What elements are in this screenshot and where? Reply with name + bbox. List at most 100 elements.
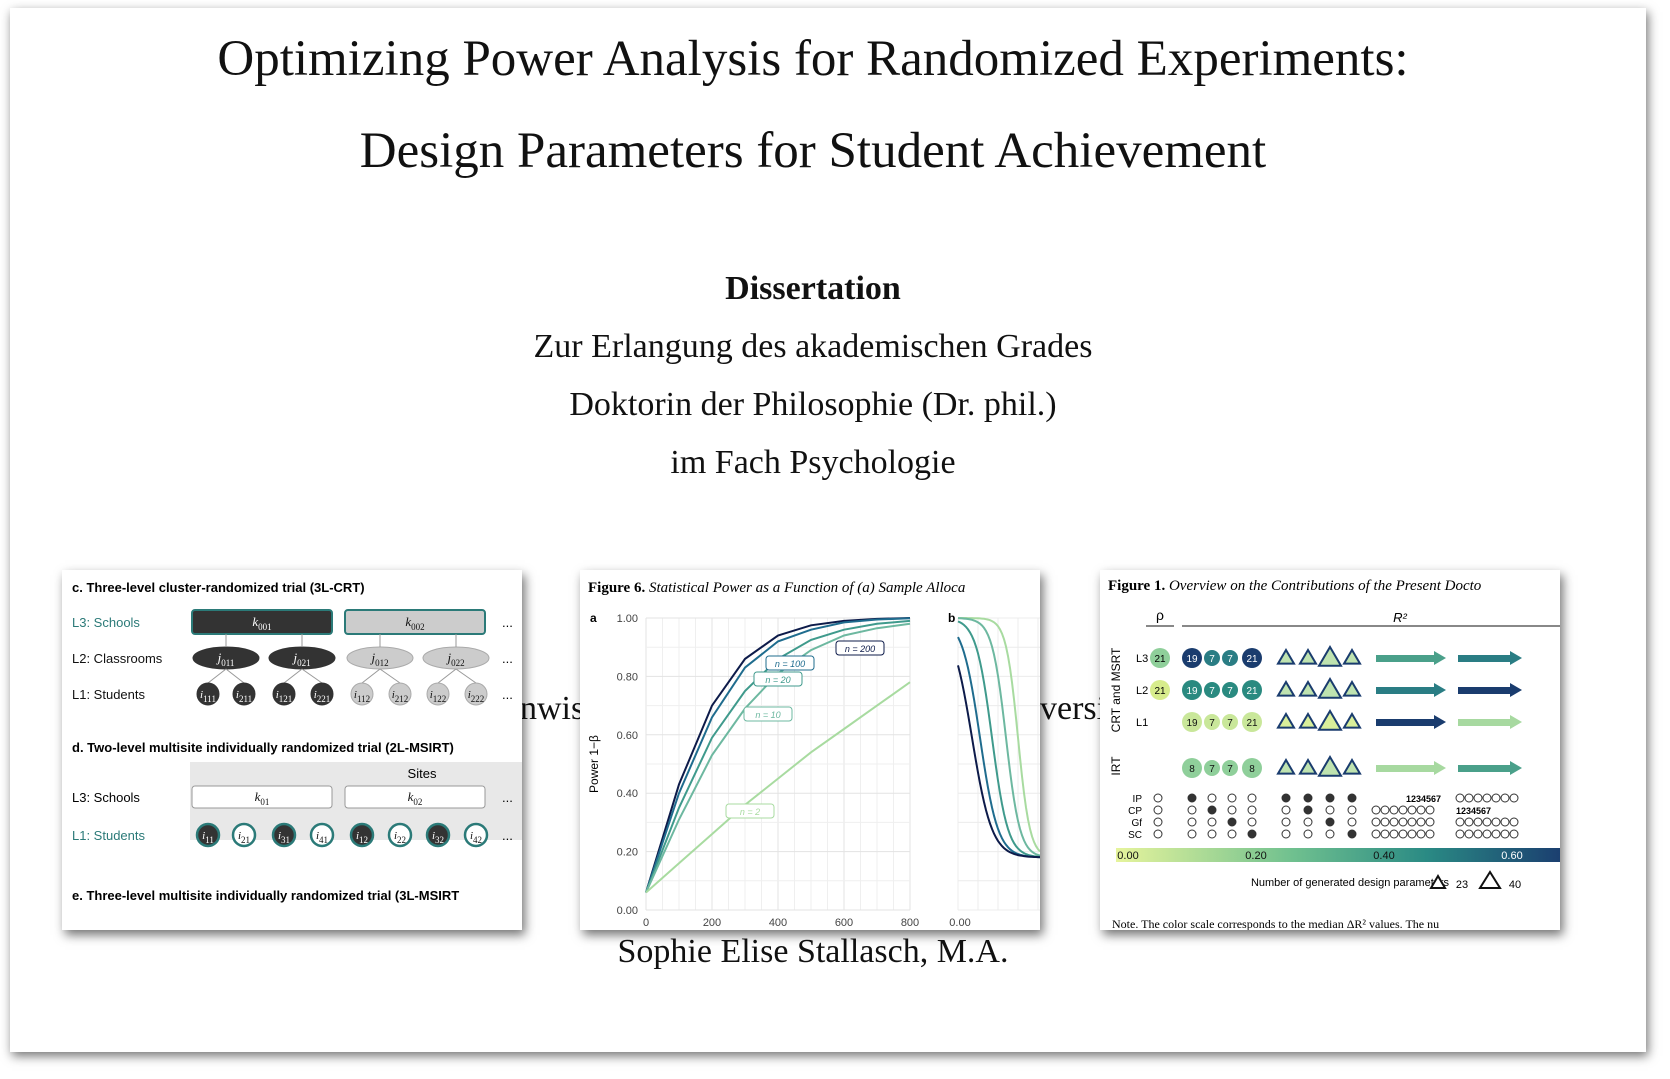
x-tick-label: 400 <box>769 917 787 929</box>
dot <box>1187 793 1197 803</box>
dot <box>1207 817 1217 827</box>
r2-bubble <box>1222 760 1238 776</box>
rho-value: 21 <box>1154 654 1166 665</box>
school-node <box>191 785 333 809</box>
node-letter: i <box>314 689 317 701</box>
r2-value: 7 <box>1209 764 1215 775</box>
dot <box>1425 817 1435 827</box>
student-node <box>195 822 221 848</box>
r2-bubble <box>1204 714 1220 730</box>
r2-value: 8 <box>1249 764 1255 775</box>
curve-label: n = 10 <box>755 710 780 720</box>
overview-figure: Figure 1. Overview on the Contributions … <box>1108 578 1560 930</box>
dot <box>1491 829 1501 839</box>
dot <box>1473 829 1483 839</box>
dot <box>1347 805 1357 815</box>
connector <box>361 668 381 684</box>
title-line-1: Optimizing Power Analysis for Randomized… <box>217 31 1409 87</box>
dot <box>1153 829 1163 839</box>
arrow-bar <box>1376 687 1434 694</box>
node-subscript: 002 <box>411 622 425 632</box>
scale-tick: 0.60 <box>1501 850 1522 862</box>
r2-bubble <box>1222 650 1238 666</box>
connector <box>379 668 401 684</box>
curve-label-box <box>725 803 775 819</box>
node-label: i121 <box>276 689 293 704</box>
node-label: j011 <box>216 650 235 668</box>
node-label: i41 <box>316 830 328 845</box>
note: Note. The color scale corresponds to the… <box>1112 917 1439 930</box>
node-label: i221 <box>314 689 331 704</box>
student-node <box>272 682 296 706</box>
node-letter: j <box>445 650 451 665</box>
connector <box>301 668 323 684</box>
row-label: L1: Students <box>72 828 145 843</box>
node-letter: i <box>430 689 433 701</box>
student-node <box>464 682 488 706</box>
dot <box>1153 793 1163 803</box>
dot <box>1389 817 1399 827</box>
r2-value: 7 <box>1227 764 1233 775</box>
arrow-bar <box>1458 687 1510 694</box>
x-tick-label: 0 <box>643 917 649 929</box>
r2-bubble <box>1242 712 1262 732</box>
panel-label-a: a <box>590 611 597 625</box>
student-node <box>388 682 412 706</box>
dot <box>1227 829 1237 839</box>
triangle-marker <box>1276 680 1296 697</box>
student-node <box>349 822 375 848</box>
node-subscript: 21 <box>241 835 250 845</box>
arrow-head <box>1510 683 1522 697</box>
dot <box>1380 829 1390 839</box>
node-letter: k <box>405 614 411 629</box>
ellipsis: ... <box>502 790 513 805</box>
sites-label: Sites <box>408 766 437 781</box>
node-subscript: 022 <box>451 658 465 668</box>
curve-label-box <box>835 640 885 656</box>
node-subscript: 41 <box>319 835 328 845</box>
dot <box>1416 817 1426 827</box>
node-letter: i <box>356 830 359 842</box>
connector <box>455 668 477 684</box>
student-node <box>232 682 256 706</box>
triangle-marker <box>1298 648 1318 665</box>
triangle-marker <box>1276 712 1296 729</box>
scale-tick: 0.00 <box>1117 850 1138 862</box>
r2-bubble <box>1242 680 1262 700</box>
student-node <box>310 682 334 706</box>
partial-text-left: nwis <box>520 690 585 727</box>
node-subscript: 42 <box>473 835 482 845</box>
rho-header: ρ <box>1156 607 1164 623</box>
side-label: CRT and MSRT <box>1109 647 1123 732</box>
caption: Figure 6. Statistical Power as a Functio… <box>588 580 965 596</box>
row-label: L3 <box>1136 653 1148 665</box>
node-letter: j <box>291 650 297 665</box>
dot <box>1455 817 1465 827</box>
dot <box>1425 805 1435 815</box>
node-label: i22 <box>394 830 406 845</box>
x-tick-label: 600 <box>835 917 853 929</box>
r2-value: 21 <box>1246 654 1258 665</box>
series-line <box>645 681 911 894</box>
dot <box>1509 829 1519 839</box>
dot <box>1407 829 1417 839</box>
student-node <box>271 822 297 848</box>
node-letter: i <box>316 830 319 842</box>
connector <box>283 668 303 684</box>
y-tick-label: 0.60 <box>617 730 638 742</box>
series-line-b <box>958 617 1040 853</box>
r2-value: 8 <box>1189 764 1195 775</box>
y-tick-label: 0.40 <box>617 788 638 800</box>
ellipsis: ... <box>502 615 513 630</box>
r2-bubble <box>1182 758 1202 778</box>
dot <box>1281 829 1291 839</box>
degree-line-3: im Fach Psychologie <box>670 444 956 481</box>
dot <box>1425 829 1435 839</box>
covariate-label: IP <box>1133 794 1143 805</box>
degree-line-1: Zur Erlangung des akademischen Grades <box>533 328 1093 365</box>
dot <box>1416 829 1426 839</box>
covariate-label: Gf <box>1131 818 1142 829</box>
dot <box>1207 805 1217 815</box>
node-letter: k <box>255 789 261 804</box>
student-node <box>387 822 413 848</box>
